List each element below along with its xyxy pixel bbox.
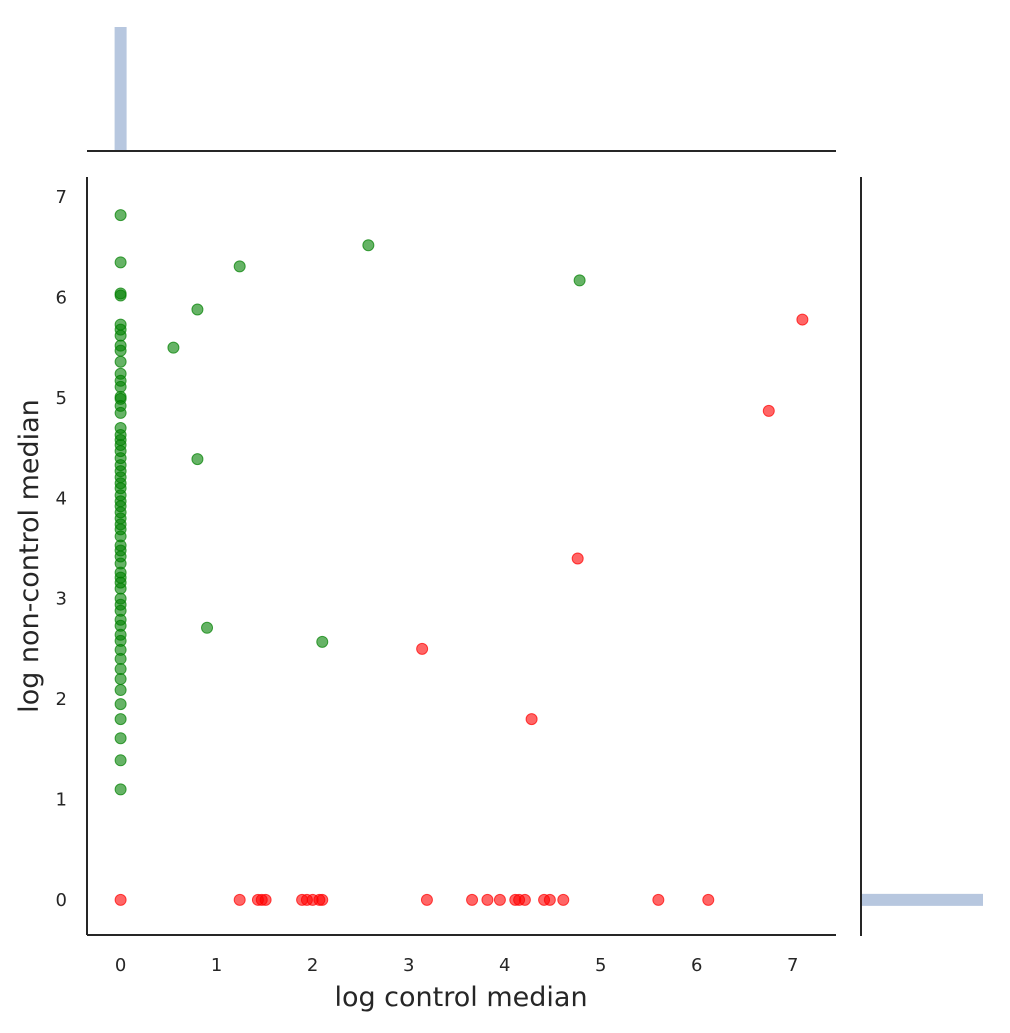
y-tick-labels: 0 1 2 3 4 5 6 7: [56, 187, 67, 911]
scatter-point: [762, 404, 775, 417]
scatter-point: [466, 893, 479, 906]
scatter-point: [259, 893, 272, 906]
scatter-point: [114, 713, 127, 726]
scatter-point: [114, 355, 127, 368]
scatter-point: [702, 893, 715, 906]
scatter-point: [191, 453, 204, 466]
x-tick-label: 1: [211, 955, 222, 976]
x-tick-label: 0: [115, 955, 126, 976]
scatter-point: [114, 289, 127, 302]
scatter-points: [114, 209, 809, 906]
x-tick-label: 3: [403, 955, 414, 976]
y-axis-title: log non-control median: [14, 399, 45, 713]
scatter-point: [316, 635, 329, 648]
scatter-point: [543, 893, 556, 906]
x-tick-label: 6: [691, 955, 702, 976]
y-tick-label: 7: [56, 187, 67, 208]
scatter-point: [114, 344, 127, 357]
scatter-point: [316, 893, 329, 906]
x-axis-title: log control median: [334, 982, 587, 1013]
scatter-point: [114, 732, 127, 745]
scatter-point: [114, 380, 127, 393]
right-histogram-bar: [861, 893, 983, 906]
scatter-point: [191, 303, 204, 316]
scatter-point: [114, 582, 127, 595]
scatter-point: [114, 893, 127, 906]
scatter-point: [114, 662, 127, 675]
scatter-point: [114, 783, 127, 796]
y-tick-label: 0: [56, 890, 67, 911]
scatter-point: [114, 406, 127, 419]
y-tick-label: 4: [56, 488, 67, 509]
scatter-point: [114, 672, 127, 685]
scatter-point: [518, 893, 531, 906]
scatter-point: [114, 209, 127, 222]
scatter-point: [114, 698, 127, 711]
scatter-point: [571, 552, 584, 565]
top-marginal-histogram: [87, 27, 836, 152]
top-histogram-bar: [114, 27, 127, 150]
y-tick-label: 1: [56, 789, 67, 810]
x-tick-label: 7: [787, 955, 798, 976]
scatter-point: [114, 754, 127, 767]
scatter-point: [114, 652, 127, 665]
scatter-point: [481, 893, 494, 906]
scatter-point: [557, 893, 570, 906]
scatter-point: [201, 621, 214, 634]
scatter-point: [652, 893, 665, 906]
scatter-point: [167, 341, 180, 354]
scatter-point: [114, 329, 127, 342]
scatter-point: [420, 893, 433, 906]
x-tick-labels: 0 1 2 3 4 5 6 7: [115, 955, 799, 976]
x-tick-label: 4: [499, 955, 510, 976]
y-tick-label: 3: [56, 589, 67, 610]
scatter-point: [573, 274, 586, 287]
y-tick-label: 2: [56, 689, 67, 710]
scatter-point: [416, 642, 429, 655]
scatter-point: [233, 260, 246, 273]
right-marginal-histogram: [860, 177, 983, 936]
x-tick-label: 2: [307, 955, 318, 976]
scatter-point: [114, 256, 127, 269]
scatter-point: [796, 313, 809, 326]
scatter-point: [233, 893, 246, 906]
scatter-point: [362, 239, 375, 252]
scatter-point: [114, 684, 127, 697]
main-axes: [86, 177, 836, 936]
x-tick-label: 5: [595, 955, 606, 976]
y-tick-label: 5: [56, 388, 67, 409]
scatter-point: [493, 893, 506, 906]
y-tick-label: 6: [56, 287, 67, 308]
scatter-point: [525, 713, 538, 726]
